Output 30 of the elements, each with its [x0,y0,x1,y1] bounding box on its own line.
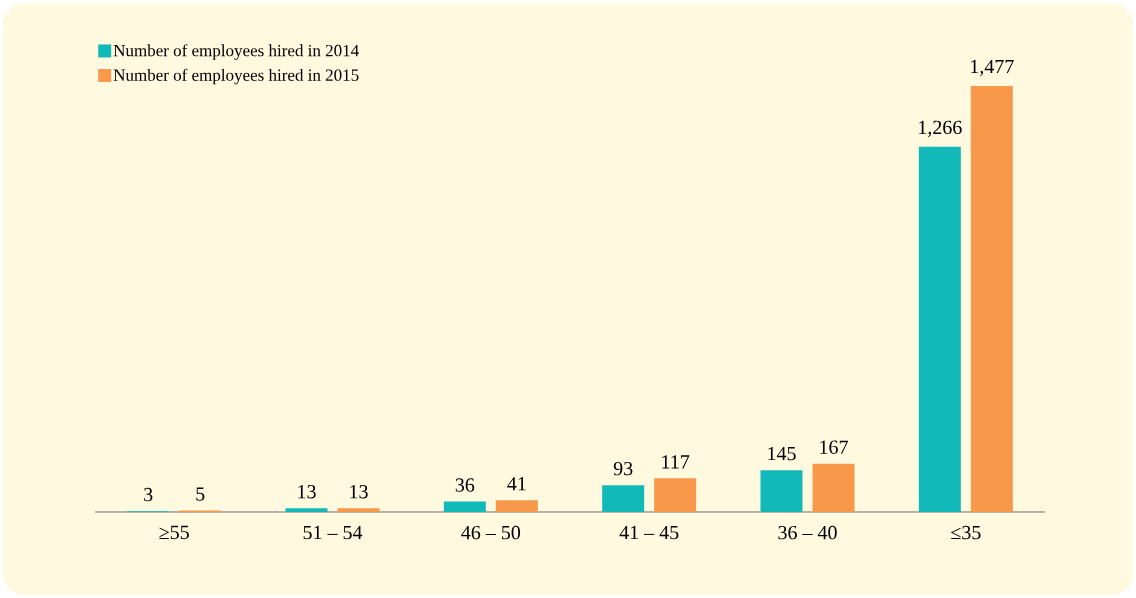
bar [337,508,380,512]
bar [918,146,961,512]
data-label: 93 [613,461,633,476]
legend-label: Number of employees hired in 2014 [113,44,359,60]
bar [443,501,486,512]
data-label: 13 [350,484,368,499]
x-tick-label: ≤35 [951,525,981,540]
data-label: 41 [507,477,526,491]
bar [495,500,538,512]
bar [654,478,697,512]
x-tick-label: 51 – 54 [303,525,363,540]
bar [970,86,1013,512]
legend-label: Number of employees hired in 2015 [113,68,359,85]
bar [812,463,855,512]
data-label: 145 [768,446,796,461]
bar [285,508,328,512]
x-tick-label: ≥55 [159,525,189,540]
data-label: 3 [144,487,153,502]
x-tick-label: 36 – 40 [778,525,837,540]
data-label: 1,477 [971,59,1014,77]
bar [760,470,803,512]
data-label: 5 [196,487,205,501]
data-label: 36 [455,478,475,492]
data-label: 1,266 [919,120,962,137]
data-label: 167 [820,440,848,454]
x-tick-label: 41 – 45 [619,525,679,540]
data-label: 117 [662,455,690,469]
bar [602,485,645,512]
data-label: 13 [298,484,316,499]
x-tick-label: 46 – 50 [461,525,521,540]
